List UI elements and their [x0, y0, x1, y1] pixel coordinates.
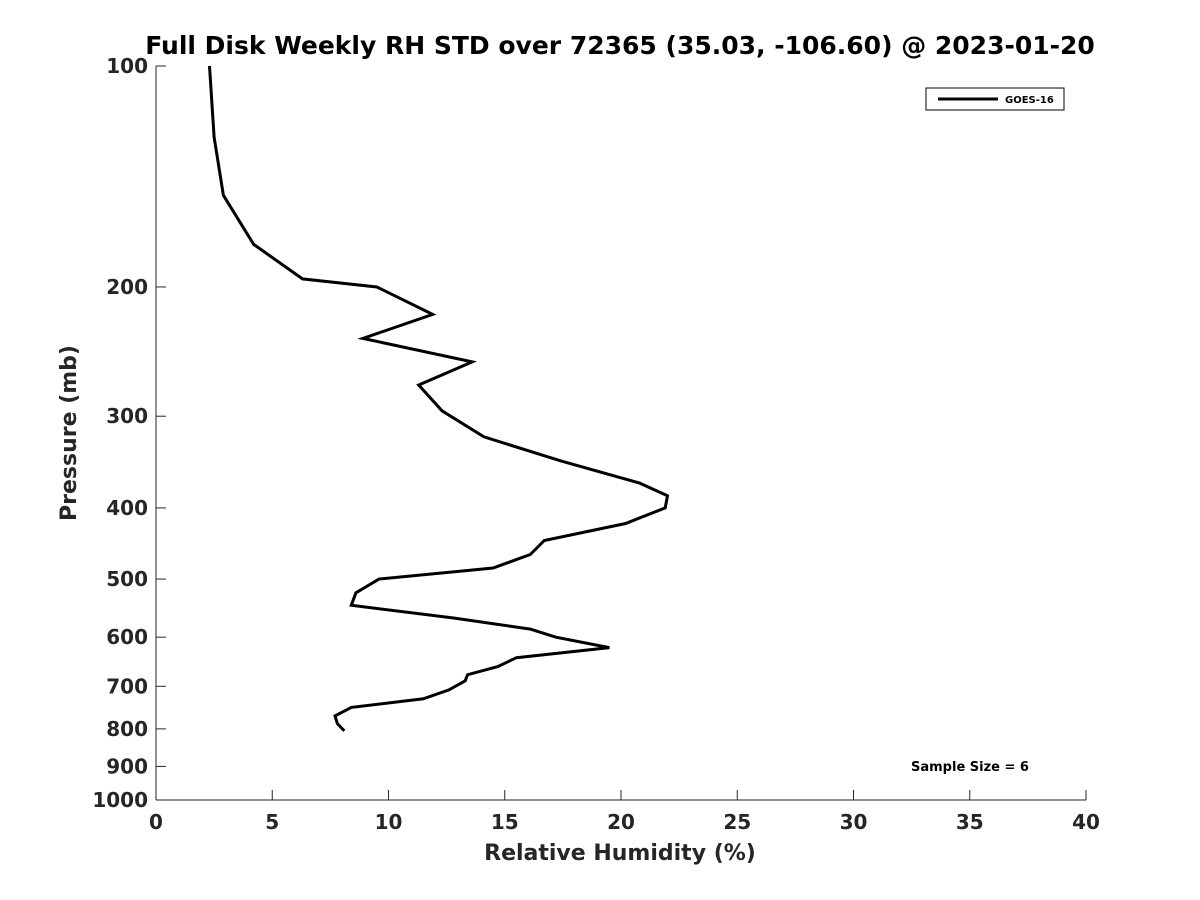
x-tick-label-5: 5 — [265, 810, 279, 834]
x-tick-label-10: 10 — [375, 810, 403, 834]
y-tick-label-600: 600 — [106, 625, 148, 649]
y-tick-label-500: 500 — [106, 567, 148, 591]
y-tick-label-300: 300 — [106, 404, 148, 428]
legend-label-goes-16: GOES-16 — [1005, 95, 1054, 106]
y-axis-label: Pressure (mb) — [57, 345, 82, 521]
x-tick-label-30: 30 — [840, 810, 868, 834]
y-tick-label-700: 700 — [106, 674, 148, 698]
plot-area: 0 5 10 15 20 25 30 35 40 100 200 300 400 500 600 700 800… — [92, 54, 1100, 834]
series-line-goes-16 — [208, 65, 670, 732]
y-tick-label-400: 400 — [106, 496, 148, 520]
x-tick-label-40: 40 — [1072, 810, 1100, 834]
y-tick-label-900: 900 — [106, 754, 148, 778]
x-tick-label-20: 20 — [607, 810, 635, 834]
y-tick-label-800: 800 — [106, 717, 148, 741]
x-tick-label-35: 35 — [956, 810, 984, 834]
y-tick-label-1000: 1000 — [92, 788, 148, 812]
y-tick-label-200: 200 — [106, 275, 148, 299]
y-tick-label-100: 100 — [106, 54, 148, 78]
sample-size-annotation: Sample Size = 6 — [911, 760, 1029, 775]
x-tick-label-0: 0 — [149, 810, 163, 834]
x-tick-label-15: 15 — [491, 810, 519, 834]
chart-title: Full Disk Weekly RH STD over 72365 (35.0… — [145, 31, 1095, 60]
x-tick-label-25: 25 — [723, 810, 751, 834]
legend: GOES-16 — [925, 87, 1065, 111]
x-axis-label: Relative Humidity (%) — [484, 841, 756, 866]
